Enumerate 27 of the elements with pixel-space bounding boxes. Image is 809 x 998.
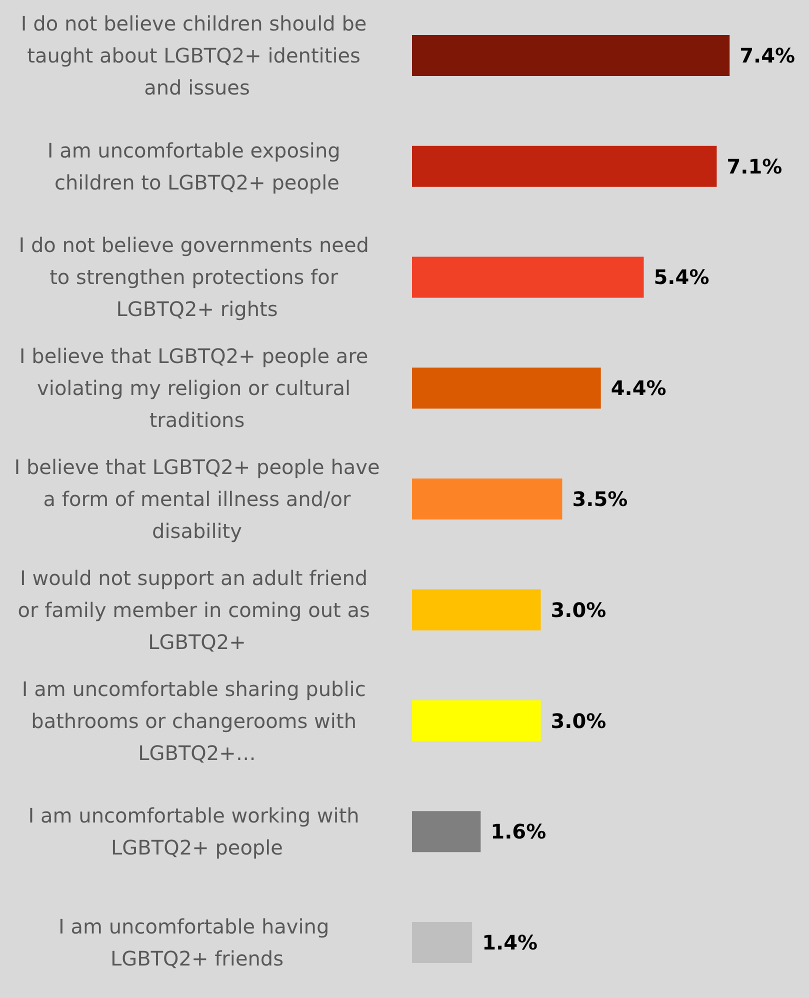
data-label: 4.4% (610, 376, 666, 400)
y-tick-label: I am uncomfortable sharing public bathrooms or changerooms with LGBTQ2+… (22, 676, 372, 765)
y-tick-label: I do not believe governments need to strengthen protections for LGBTQ2+ rights (18, 233, 376, 322)
bar (412, 478, 562, 520)
bar (412, 700, 541, 742)
y-tick-label: I believe that LGBTQ2+ people have a form of mental illness and/or disability (14, 455, 380, 543)
data-label: 1.6% (490, 820, 546, 844)
bar (412, 256, 644, 298)
y-tick-label: I would not support an adult friend or family member in coming out as LGBTQ2+ (18, 566, 376, 654)
bar (412, 922, 472, 964)
bar (412, 811, 481, 852)
data-label: 1.4% (482, 930, 538, 955)
data-label: 5.4% (654, 265, 710, 290)
y-tick-label: I do not believe children should be taught about LGBTQ2+ identities and issues (20, 11, 374, 100)
data-label: 3.0% (550, 598, 606, 622)
y-tick-label: I am uncomfortable working with LGBTQ2+ people (28, 804, 366, 860)
bar (412, 34, 730, 76)
data-label: 3.5% (572, 487, 628, 511)
bar (412, 368, 601, 409)
y-tick-label: I am uncomfortable exposing children to LGBTQ2+ people (47, 138, 347, 194)
y-tick-label: I believe that LGBTQ2+ people are violating my religion or cultural traditions (19, 344, 375, 432)
data-label: 3.0% (550, 708, 606, 733)
data-label: 7.4% (740, 43, 796, 68)
y-tick-label: I am uncomfortable having LGBTQ2+ friends (58, 914, 336, 971)
data-label: 7.1% (726, 154, 782, 178)
bar (412, 146, 717, 187)
bar (412, 589, 541, 630)
